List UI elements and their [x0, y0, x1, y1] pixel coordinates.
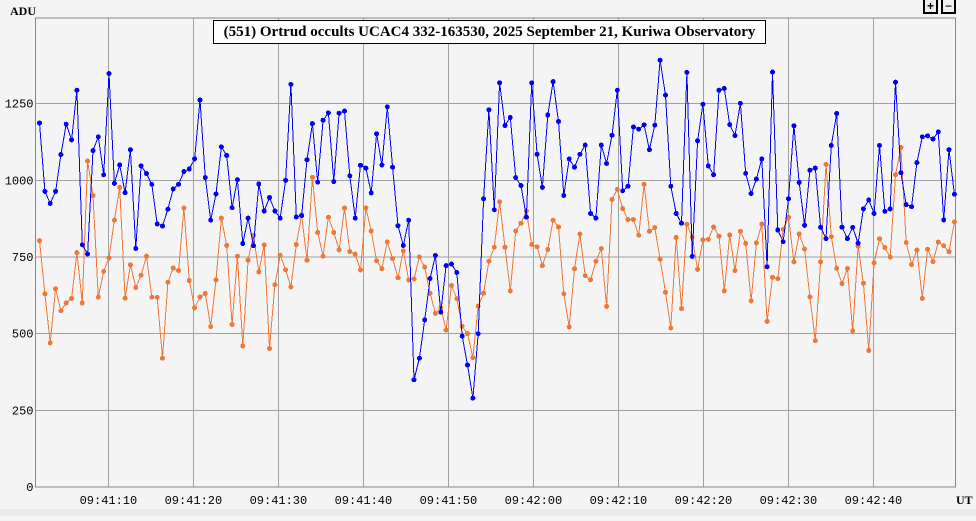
svg-text:500: 500	[12, 328, 34, 342]
svg-text:09:41:20: 09:41:20	[165, 494, 223, 508]
svg-text:250: 250	[12, 404, 34, 418]
svg-text:09:42:00: 09:42:00	[505, 494, 563, 508]
svg-text:09:41:30: 09:41:30	[250, 494, 308, 508]
svg-text:1000: 1000	[5, 174, 34, 188]
svg-text:09:42:40: 09:42:40	[845, 494, 903, 508]
svg-text:ADU: ADU	[10, 4, 36, 18]
svg-text:UT: UT	[956, 493, 973, 507]
svg-text:09:42:10: 09:42:10	[590, 494, 648, 508]
svg-text:09:42:30: 09:42:30	[760, 494, 818, 508]
svg-text:09:42:20: 09:42:20	[675, 494, 733, 508]
svg-text:09:41:10: 09:41:10	[80, 494, 138, 508]
svg-text:1250: 1250	[5, 98, 34, 112]
svg-text:09:41:40: 09:41:40	[335, 494, 393, 508]
svg-text:09:41:50: 09:41:50	[420, 494, 478, 508]
svg-text:750: 750	[12, 251, 34, 265]
svg-text:0: 0	[26, 481, 33, 495]
